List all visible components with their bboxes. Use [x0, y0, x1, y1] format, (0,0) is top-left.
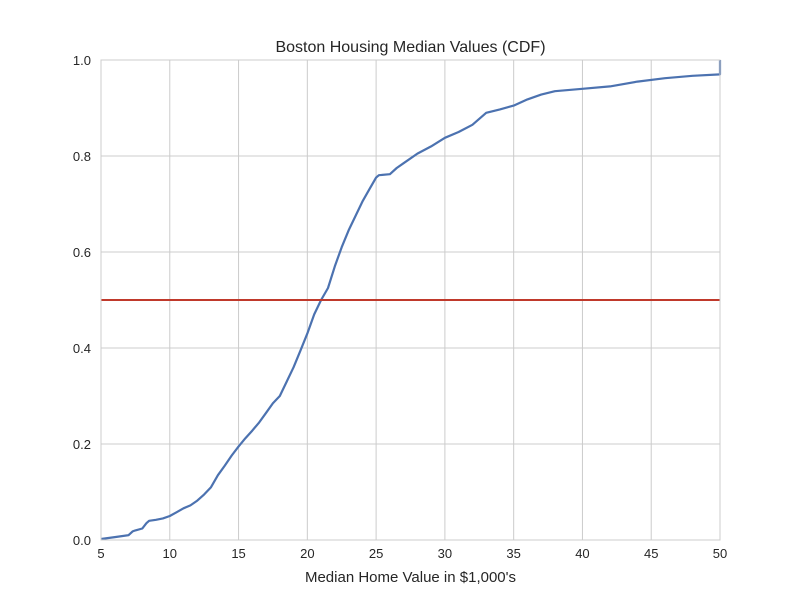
series-layer	[100, 60, 722, 541]
chart-title: Boston Housing Median Values (CDF)	[275, 39, 545, 56]
x-tick-label: 50	[713, 546, 727, 561]
cdf-series-line	[100, 60, 722, 541]
x-axis-ticks: 5 10 15 20 25 30 35 40 45 50	[97, 546, 727, 561]
x-tick-label: 15	[231, 546, 245, 561]
x-tick-label: 20	[300, 546, 314, 561]
y-axis-ticks: 0.0 0.2 0.4 0.6 0.8 1.0	[73, 53, 91, 548]
x-tick-label: 10	[163, 546, 177, 561]
y-tick-label: 0.0	[73, 533, 91, 548]
x-tick-label: 25	[369, 546, 383, 561]
x-tick-label: 30	[438, 546, 452, 561]
y-tick-label: 0.6	[73, 245, 91, 260]
y-tick-label: 0.4	[73, 341, 91, 356]
x-axis-label: Median Home Value in $1,000's	[305, 569, 516, 586]
x-tick-label: 45	[644, 546, 658, 561]
plot-frame	[100, 59, 721, 541]
x-tick-label: 40	[575, 546, 589, 561]
y-tick-label: 0.2	[73, 437, 91, 452]
x-tick-label: 5	[97, 546, 104, 561]
y-tick-label: 0.8	[73, 149, 91, 164]
x-tick-label: 35	[506, 546, 520, 561]
y-tick-label: 1.0	[73, 53, 91, 68]
